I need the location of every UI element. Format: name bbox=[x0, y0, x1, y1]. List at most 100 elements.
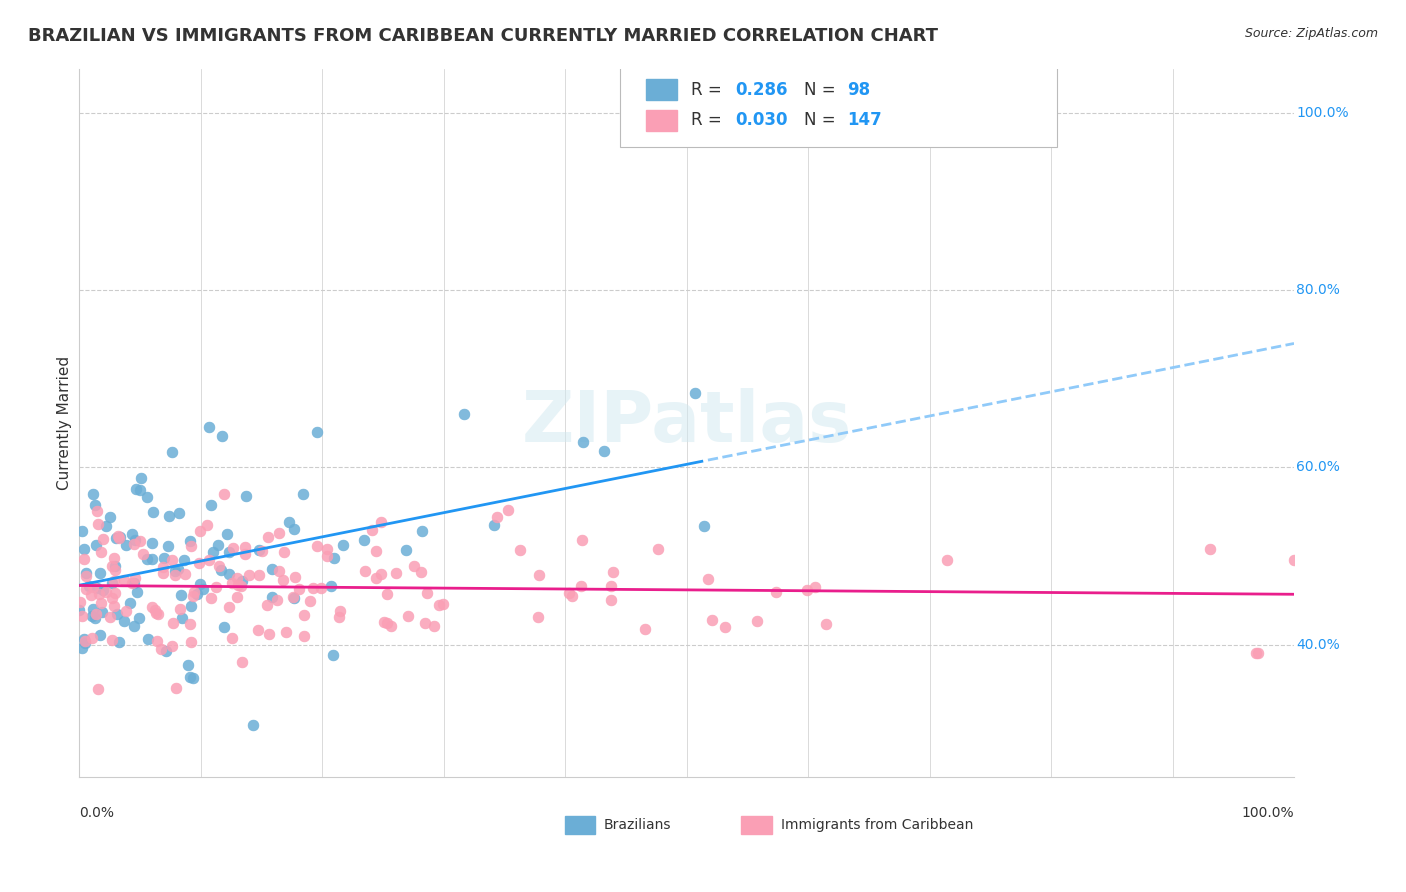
Point bbox=[600, 579, 623, 593]
Point bbox=[163, 564, 186, 578]
Point bbox=[273, 544, 295, 558]
Point bbox=[713, 620, 735, 634]
Point bbox=[75, 633, 97, 648]
Point bbox=[143, 603, 166, 617]
Point bbox=[162, 616, 184, 631]
Point bbox=[187, 556, 209, 570]
Point bbox=[157, 508, 180, 523]
Text: 0.0%: 0.0% bbox=[79, 805, 114, 820]
Point bbox=[73, 551, 96, 566]
Point bbox=[169, 602, 191, 616]
Point bbox=[155, 644, 177, 658]
Point bbox=[745, 614, 768, 628]
Point bbox=[105, 607, 128, 621]
Point bbox=[311, 581, 333, 595]
Point bbox=[647, 542, 669, 557]
Point bbox=[160, 640, 183, 654]
Point bbox=[283, 523, 305, 537]
Point bbox=[141, 599, 163, 614]
Point bbox=[121, 576, 143, 591]
Point bbox=[179, 534, 201, 549]
Point bbox=[129, 483, 152, 498]
Point bbox=[146, 634, 169, 648]
Point bbox=[108, 635, 131, 649]
Point bbox=[259, 626, 281, 640]
Point bbox=[409, 565, 432, 579]
Point bbox=[197, 419, 219, 434]
Point bbox=[422, 619, 444, 633]
Point bbox=[86, 581, 108, 595]
Point bbox=[90, 596, 112, 610]
Point bbox=[702, 613, 724, 627]
Point bbox=[247, 543, 270, 558]
Point bbox=[90, 605, 112, 619]
Point bbox=[221, 541, 243, 556]
Point bbox=[152, 551, 174, 566]
Point bbox=[152, 560, 174, 574]
Point bbox=[179, 669, 201, 683]
Point bbox=[482, 517, 505, 532]
Point bbox=[634, 622, 657, 636]
Point bbox=[84, 607, 107, 621]
Point bbox=[283, 570, 305, 584]
Point bbox=[315, 542, 337, 557]
Point bbox=[86, 504, 108, 518]
Point bbox=[89, 566, 111, 581]
Point bbox=[370, 515, 392, 529]
Point bbox=[319, 578, 342, 592]
Text: 98: 98 bbox=[846, 81, 870, 99]
Point bbox=[80, 631, 103, 645]
Point bbox=[693, 519, 716, 533]
Point bbox=[287, 582, 309, 597]
Point bbox=[278, 515, 301, 529]
Text: 0.286: 0.286 bbox=[735, 81, 787, 99]
Text: 60.0%: 60.0% bbox=[1296, 460, 1340, 475]
Point bbox=[183, 671, 205, 685]
Point bbox=[96, 519, 118, 533]
Point bbox=[329, 604, 352, 618]
Point bbox=[79, 588, 101, 602]
Point bbox=[165, 568, 187, 582]
Point bbox=[200, 498, 222, 512]
Point bbox=[375, 616, 398, 631]
Point bbox=[180, 599, 202, 614]
Y-axis label: Currently Married: Currently Married bbox=[58, 356, 72, 490]
Point bbox=[402, 558, 425, 573]
Point bbox=[1282, 552, 1305, 566]
Text: 100.0%: 100.0% bbox=[1296, 106, 1350, 120]
Point bbox=[107, 531, 129, 545]
Text: Source: ZipAtlas.com: Source: ZipAtlas.com bbox=[1244, 27, 1378, 40]
Point bbox=[221, 631, 243, 645]
Text: Brazilians: Brazilians bbox=[605, 818, 672, 832]
Point bbox=[122, 537, 145, 551]
Point bbox=[69, 595, 91, 609]
Text: N =: N = bbox=[804, 81, 841, 99]
Point bbox=[191, 582, 214, 596]
Point bbox=[218, 545, 240, 559]
Point bbox=[569, 579, 592, 593]
Point bbox=[75, 582, 97, 596]
Point bbox=[235, 489, 257, 503]
Point bbox=[207, 559, 229, 574]
Point bbox=[104, 585, 127, 599]
Point bbox=[561, 589, 583, 603]
Point bbox=[101, 576, 124, 591]
Point bbox=[103, 550, 125, 565]
Point bbox=[765, 584, 787, 599]
Text: R =: R = bbox=[692, 81, 727, 99]
Point bbox=[231, 579, 253, 593]
Point bbox=[315, 549, 337, 563]
Point bbox=[266, 592, 288, 607]
Point bbox=[332, 538, 354, 552]
Point bbox=[292, 607, 315, 622]
Point bbox=[416, 585, 439, 599]
Point bbox=[87, 681, 110, 696]
Point bbox=[226, 578, 249, 592]
Point bbox=[212, 487, 235, 501]
Point bbox=[226, 590, 249, 604]
Point bbox=[394, 543, 416, 558]
Point bbox=[209, 563, 232, 577]
Point bbox=[103, 599, 125, 613]
Point bbox=[179, 617, 201, 632]
Point bbox=[353, 565, 375, 579]
